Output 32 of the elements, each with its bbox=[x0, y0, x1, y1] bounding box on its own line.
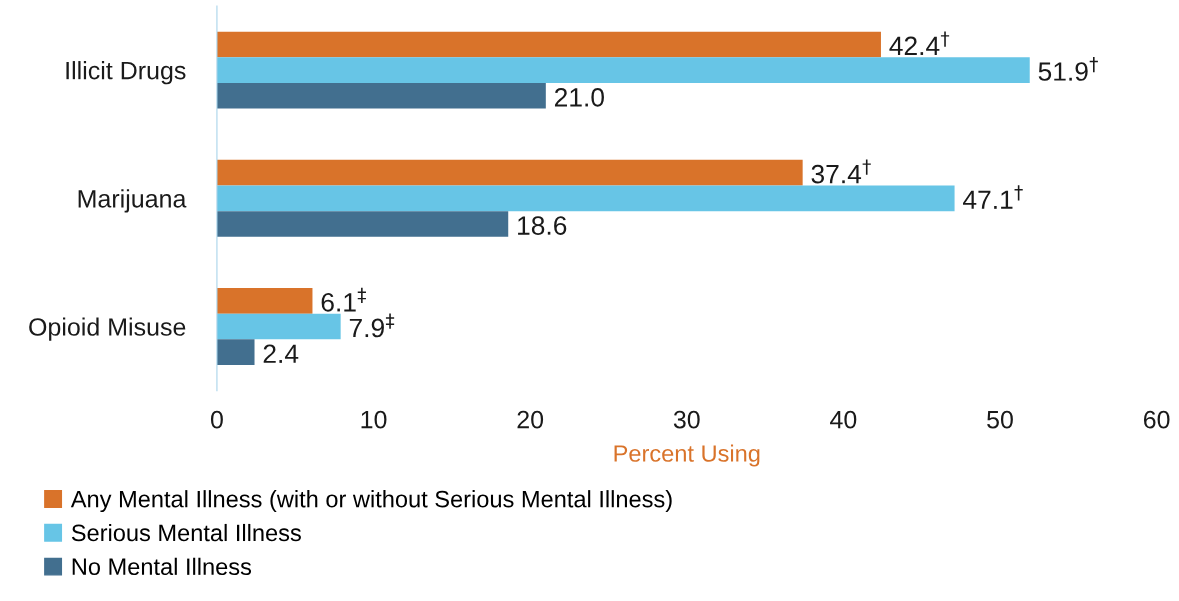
x-tick-label: 40 bbox=[830, 410, 857, 429]
data-label: 2.4 bbox=[263, 344, 299, 363]
bar bbox=[216, 339, 255, 366]
y-tick-label: Illicit Drugs bbox=[66, 61, 186, 85]
bar bbox=[216, 185, 955, 212]
bar bbox=[216, 288, 313, 314]
bar bbox=[216, 82, 546, 109]
legend-label: Any Mental Illness (with or without Serious Mental Illness) bbox=[70, 490, 672, 513]
data-label: 6.1$^{‡}$ bbox=[321, 287, 366, 312]
bar bbox=[216, 211, 509, 237]
bar bbox=[216, 313, 341, 340]
data-label: 42.4$^{†}$ bbox=[889, 31, 950, 55]
x-tick-label: 60 bbox=[1143, 410, 1170, 429]
data-label: 7.9$^{‡}$ bbox=[349, 313, 395, 338]
data-label: 18.6 bbox=[518, 216, 567, 235]
bar bbox=[216, 57, 1030, 83]
y-tick-label: Opioid Misuse bbox=[29, 317, 186, 341]
legend-label: No Mental Illness bbox=[72, 557, 252, 576]
x-tick-label: 0 bbox=[210, 410, 223, 429]
data-label: 47.1$^{†}$ bbox=[963, 185, 1023, 209]
data-label: 37.4$^{†}$ bbox=[811, 159, 871, 184]
data-label: 51.9$^{†}$ bbox=[1038, 57, 1098, 81]
x-tick-label: 50 bbox=[987, 410, 1013, 429]
x-tick-label: 20 bbox=[517, 410, 544, 429]
legend-label: Serious Mental Illness bbox=[71, 523, 301, 542]
bar bbox=[216, 159, 803, 186]
x-tick-label: 30 bbox=[673, 410, 700, 429]
data-label: 21.0 bbox=[554, 88, 604, 107]
x-axis-title: Percent Using bbox=[614, 444, 760, 467]
y-tick-label: Marijuana bbox=[78, 189, 187, 213]
bar bbox=[216, 31, 881, 58]
x-tick-label: 10 bbox=[361, 410, 387, 429]
